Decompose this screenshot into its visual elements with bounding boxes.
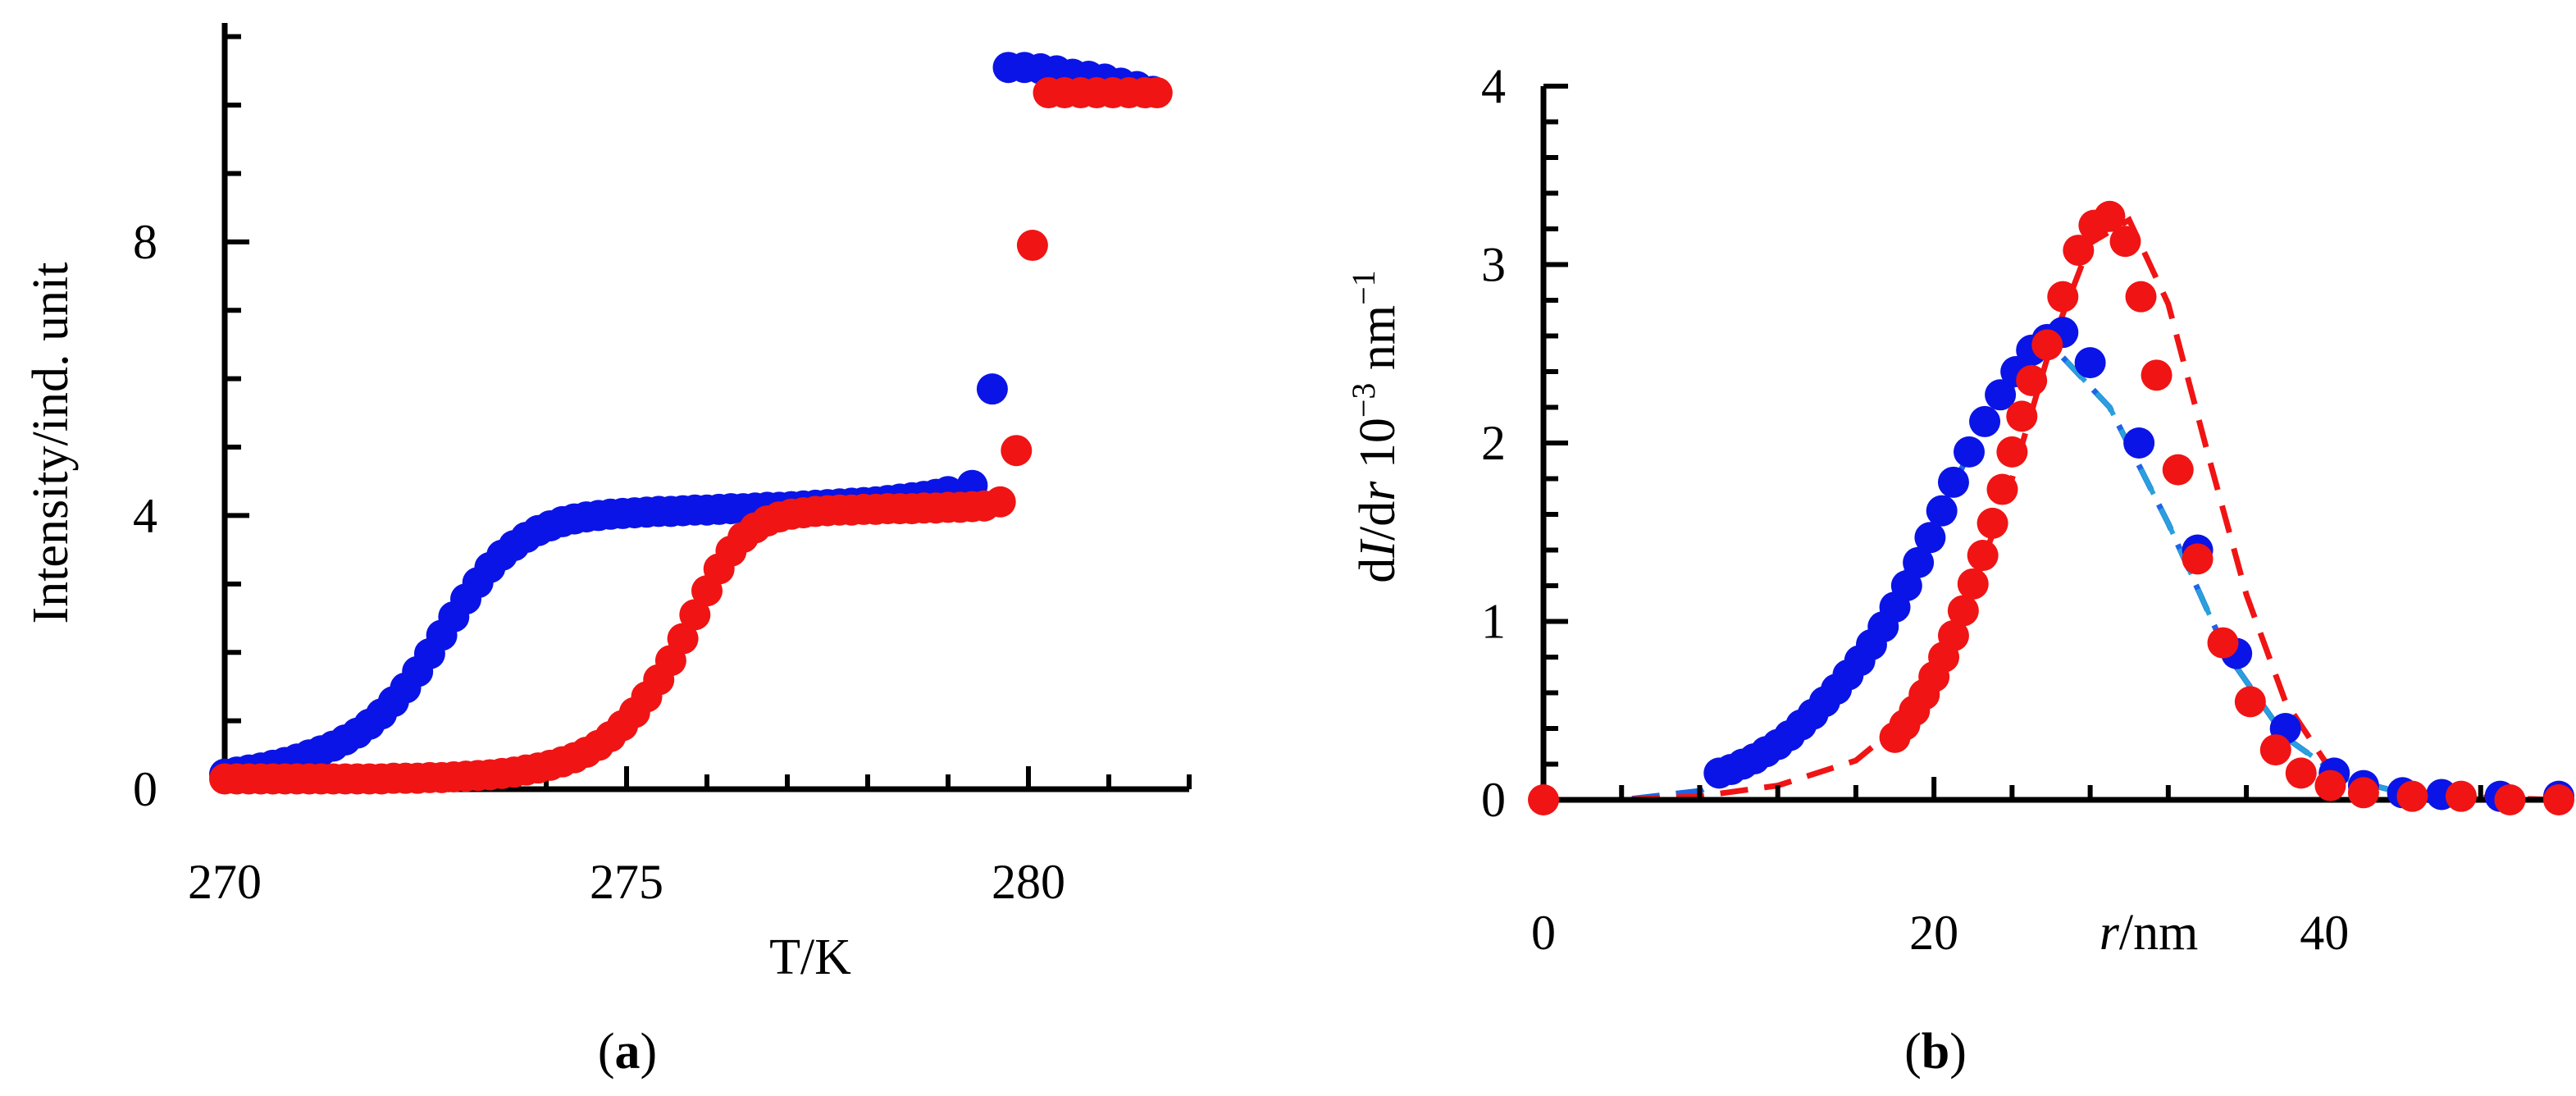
- chart-a-point-red: [1141, 77, 1173, 109]
- chart-b-point-red: [2234, 686, 2266, 718]
- chart-b-x-tick-label: 20: [1909, 906, 1958, 960]
- chart-a-point-red: [984, 486, 1016, 518]
- chart-b-axes: 0 20 40 0 1 2 3 4: [1481, 59, 2561, 960]
- chart-b-point-red: [1967, 540, 1999, 572]
- chart-a-point-red: [1001, 435, 1033, 467]
- chart-a: 270 275 280 0 4 8 T/K Intensity/ind. unit (a): [23, 23, 1192, 1080]
- chart-b-point-red: [2314, 769, 2346, 801]
- chart-b-point-blue: [1903, 546, 1935, 578]
- chart-b-point-red: [2445, 780, 2477, 812]
- chart-b-point-red: [2494, 784, 2526, 815]
- chart-b-point-blue: [1890, 570, 1922, 601]
- chart-b-point-blue: [1926, 495, 1958, 527]
- chart-b-y-tick-label: 4: [1481, 59, 1506, 113]
- chart-b-point-blue: [1969, 405, 2001, 437]
- chart-b-point-blue: [1937, 466, 1969, 498]
- chart-b: 0 20 40 0 1 2 3 4 r/nm dI/dr 10−3 nm−1 (b): [1345, 59, 2574, 1080]
- chart-b-point-blue: [2074, 347, 2106, 379]
- chart-b-fit-red_fit: [1543, 216, 2560, 803]
- chart-b-point-red: [2396, 780, 2428, 812]
- chart-b-y-tick-label: 0: [1481, 773, 1506, 827]
- chart-a-x-tick-label: 280: [992, 855, 1065, 909]
- chart-b-x-tick-label: 0: [1531, 906, 1556, 960]
- chart-b-point-red: [2543, 784, 2574, 815]
- chart-a-y-tick-label: 8: [133, 215, 157, 269]
- chart-b-point-red: [2094, 200, 2126, 232]
- chart-b-point-red: [2031, 329, 2063, 361]
- chart-b-point-red: [2182, 543, 2214, 575]
- chart-a-y-tick-label: 0: [133, 762, 157, 816]
- chart-b-ylabel: dI/dr 10−3 nm−1: [1345, 270, 1406, 582]
- chart-b-point-blue: [1954, 436, 1986, 468]
- chart-b-point-red: [1986, 473, 2018, 505]
- chart-b-y-tick-label: 3: [1481, 238, 1506, 292]
- chart-b-point-red: [1957, 568, 1989, 600]
- chart-a-xlabel: T/K: [769, 929, 851, 985]
- chart-b-x-tick-label: 40: [2300, 906, 2349, 960]
- chart-a-point-blue: [976, 373, 1008, 405]
- chart-b-point-red: [2162, 454, 2194, 486]
- chart-a-point-red: [1016, 230, 1048, 262]
- chart-b-point-red: [2259, 734, 2291, 766]
- chart-a-axes: 270 275 280 0 4 8: [133, 23, 1192, 909]
- chart-b-y-tick-label: 1: [1481, 595, 1506, 649]
- chart-b-point-red: [2006, 400, 2038, 432]
- chart-b-point-red: [2109, 226, 2141, 258]
- chart-b-point-blue: [1985, 379, 2017, 411]
- chart-b-y-tick-label: 2: [1481, 416, 1506, 470]
- chart-b-point-red: [1528, 784, 1559, 815]
- chart-a-ylabel: Intensity/ind. unit: [23, 263, 79, 624]
- chart-b-point-red: [1947, 595, 1979, 627]
- chart-b-point-red: [2125, 281, 2157, 313]
- chart-a-y-tick-label: 4: [133, 488, 157, 542]
- chart-b-point-red: [2047, 281, 2079, 313]
- chart-b-point-red: [2063, 235, 2095, 267]
- chart-a-points: [209, 52, 1173, 795]
- chart-a-point-red: [667, 623, 699, 655]
- chart-b-point-red: [2016, 364, 2048, 396]
- chart-b-point-blue: [2123, 427, 2155, 459]
- chart-b-fit-blue_fit: [1543, 340, 2559, 803]
- chart-b-point-red: [1976, 507, 2008, 539]
- chart-a-x-tick-label: 275: [590, 855, 663, 909]
- chart-a-x-tick-label: 270: [188, 855, 262, 909]
- chart-b-point-red: [2207, 627, 2239, 659]
- chart-b-point-red: [2347, 777, 2379, 809]
- chart-b-xlabel: r/nm: [2100, 905, 2199, 961]
- panel-label-b: (b): [1904, 1024, 1967, 1080]
- chart-b-points: [1528, 200, 2574, 815]
- chart-a-point-red: [679, 599, 711, 631]
- chart-b-point-red: [2285, 757, 2317, 789]
- chart-b-point-red: [1996, 436, 2028, 468]
- panel-label-a: (a): [598, 1024, 657, 1080]
- chart-b-point-red: [2141, 359, 2173, 391]
- chart-b-point-red: [1937, 619, 1969, 651]
- chart-b-point-blue: [1914, 522, 1946, 554]
